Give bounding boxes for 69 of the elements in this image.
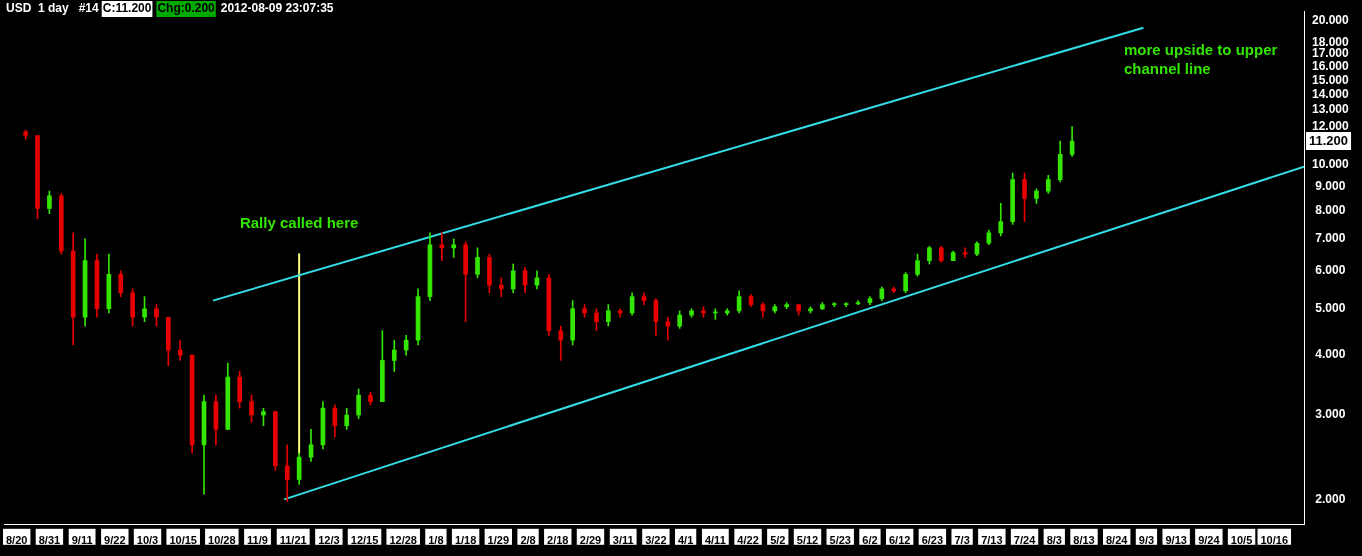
candlestick [284,444,290,502]
x-tick-label: 1/18 [454,534,477,547]
annotation: 2012-08-09 23:07:35 [220,1,334,16]
x-tick-label: 6/23 [921,534,944,547]
x-tick-label: 9/3 [1138,534,1155,547]
y-tick-label: 20.000 [1312,12,1350,27]
y-tick-label: 6.000 [1315,263,1346,278]
annotation: C:11.200 [102,1,152,16]
y-tick-label: 7.000 [1315,231,1346,246]
y-tick-label: 17.000 [1312,46,1350,61]
x-tick-label: 12/15 [350,534,379,547]
x-tick-label: 5/2 [770,534,786,547]
chart-title: USD 1 day #14 [6,1,100,16]
x-tick-label: 8/24 [1105,534,1129,547]
y-tick-label: 2.000 [1315,491,1346,506]
y-tick-label: 4.000 [1315,347,1346,362]
y-tick-label: 12.000 [1312,118,1350,133]
y-tick-label: 18.000 [1312,34,1350,49]
x-tick-label: 5/23 [829,534,851,547]
y-tick-label: 8.000 [1315,203,1346,218]
x-tick-label: 2/18 [547,534,569,547]
x-tick-label: 6/12 [888,534,911,547]
x-tick-label: 7/24 [1013,534,1037,547]
x-tick-label: 11/21 [279,534,307,547]
annotation: more upside to upper channel line [1124,41,1278,78]
y-tick-label: 10.000 [1312,156,1350,171]
x-tick-label: 8/13 [1073,534,1095,547]
y-tick-label: 14.000 [1312,86,1350,101]
candlestick [665,316,671,341]
y-tick-label: 9.000 [1315,178,1346,193]
x-tick-label: 10/28 [208,534,236,547]
x-tick-label: 5/12 [796,534,819,547]
x-tick-label: 1/29 [487,534,510,547]
annotation: Chg:0.200 [157,1,216,16]
x-tick-label: 9/11 [71,534,93,547]
x-tick-label: 3/22 [645,534,667,547]
x-tick-label: 2/8 [520,534,536,547]
candlestick [439,232,445,262]
text: 11.200 [1309,132,1349,148]
x-tick-label: 10/3 [136,534,159,547]
x-tick-label: 4/11 [704,534,726,547]
x-tick-label: 3/11 [612,534,634,547]
x-tick-label: 10/16 [1260,534,1289,547]
x-tick-label: 7/13 [981,534,1003,547]
x-tick-label: 2/29 [579,534,602,547]
x-tick-label: 8/3 [1046,534,1062,547]
x-tick-label: 6/2 [862,534,878,547]
x-tick-label: 8/20 [5,534,28,547]
y-tick-label: 16.000 [1312,59,1350,74]
x-tick-label: 8/31 [38,534,61,547]
x-tick-label: 11/9 [247,534,268,547]
x-tick-label: 4/1 [677,534,694,547]
x-tick-label: 9/22 [104,534,126,547]
x-tick-label: 12/3 [318,534,340,547]
annotation: Rally called here [239,214,359,232]
y-tick-label: 3.000 [1315,407,1346,422]
x-tick-label: 10/5 [1230,534,1253,547]
x-tick-label: 9/13 [1165,534,1187,547]
x-tick-label: 9/24 [1198,534,1221,547]
y-tick-label: 13.000 [1312,102,1350,117]
y-tick-label: 5.000 [1315,301,1346,316]
x-tick-label: 7/3 [954,534,970,547]
candlestick [451,238,457,258]
y-tick-label: 15.000 [1312,72,1350,87]
x-tick-label: 1/8 [428,534,444,547]
x-tick-label: 10/15 [169,534,197,547]
candlestick [498,277,504,297]
x-tick-label: 4/22 [737,534,759,547]
x-tick-label: 12/28 [389,534,417,547]
